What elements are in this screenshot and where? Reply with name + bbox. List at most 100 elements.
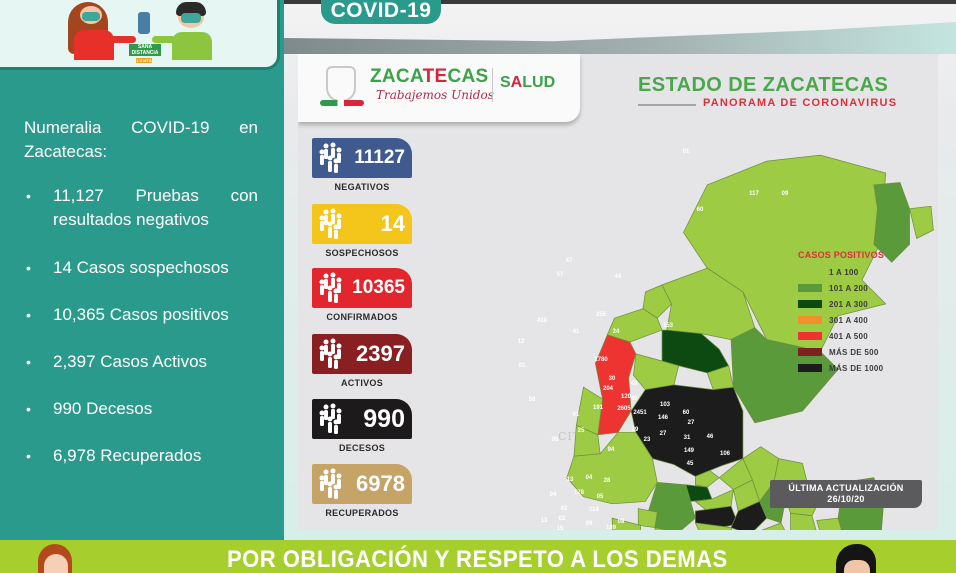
svg-text:01: 01: [519, 363, 526, 369]
numeralia-list: 11,127 Pruebas con resultados negativos …: [24, 184, 258, 468]
svg-text:15: 15: [557, 526, 564, 530]
svg-text:45: 45: [687, 461, 694, 467]
svg-text:49: 49: [631, 381, 638, 387]
municipio-27b: [761, 522, 785, 530]
poster-subtitle: PANORAMA DE CORONAVIRUS: [703, 97, 898, 109]
legend-swatch: [798, 348, 822, 356]
logo-part: S: [500, 74, 511, 91]
list-item: 14 Casos sospechosos: [24, 256, 258, 280]
svg-text:47: 47: [566, 258, 573, 264]
girl-face: [44, 554, 68, 573]
stat-label: SOSPECHOSOS: [325, 248, 399, 258]
svg-text:410: 410: [537, 318, 548, 324]
legend-item: 401 A 500: [798, 328, 918, 344]
banner-text: POR OBLIGACIÓN Y RESPETO A LOS DEMAS: [226, 546, 728, 573]
svg-text:114: 114: [589, 507, 599, 513]
stat-value: 10365: [352, 277, 405, 298]
svg-text:04: 04: [586, 475, 593, 481]
stat-box: 11127: [312, 138, 412, 178]
salud-logo: SALUD: [500, 74, 555, 92]
svg-text:12: 12: [518, 339, 525, 345]
logos-header: ZACATECAS Trabajemos Unidos SALUD: [298, 54, 580, 122]
svg-text:23: 23: [644, 437, 651, 443]
list-item: 10,365 Casos positivos: [24, 303, 258, 327]
sign-line2: DISTANCIA: [131, 50, 159, 56]
legend-item: MÁS DE 500: [798, 344, 918, 360]
flag-ribbon-icon: [320, 100, 364, 106]
municipio-117: [873, 182, 910, 263]
municipio-25: [654, 527, 669, 530]
legend-title: CASOS POSITIVOS: [798, 250, 885, 260]
legend-swatch: [798, 316, 822, 324]
svg-text:08: 08: [618, 519, 625, 525]
legend-label: 401 A 500: [829, 331, 869, 341]
svg-text:25: 25: [578, 428, 585, 434]
legend-item: 201 A 300: [798, 296, 918, 312]
legend-label: 201 A 300: [829, 299, 869, 309]
map-legend: CASOS POSITIVOS 1 A 100 101 A 200 201 A …: [798, 250, 918, 376]
svg-text:04: 04: [550, 492, 557, 498]
boy-mask-icon: [181, 13, 201, 23]
svg-text:05: 05: [597, 494, 604, 500]
svg-text:01: 01: [683, 149, 690, 155]
people-icon: [319, 468, 342, 499]
municipio-09: [909, 205, 934, 239]
logo-part: CAS: [447, 66, 489, 87]
svg-text:57: 57: [557, 272, 564, 278]
stat-value: 6978: [356, 471, 405, 496]
svg-text:191: 191: [593, 405, 604, 411]
legend-swatch: [798, 284, 822, 292]
municipio-46: [816, 517, 842, 530]
svg-text:28: 28: [604, 478, 611, 484]
update-date: 26/10/20: [827, 494, 865, 504]
last-update-badge: ÚLTIMA ACTUALIZACIÓN 26/10/20: [770, 480, 922, 508]
stat-value: 11127: [354, 147, 405, 168]
title-rule: [638, 104, 696, 106]
stat-value: 14: [380, 211, 405, 236]
legend-item: 301 A 400: [798, 312, 918, 328]
svg-text:117: 117: [749, 191, 759, 197]
svg-text:30: 30: [609, 376, 616, 382]
svg-text:02: 02: [559, 516, 566, 522]
legend-label: 101 A 200: [829, 283, 869, 293]
svg-text:2451: 2451: [633, 410, 647, 416]
legend-label: MÁS DE 1000: [829, 363, 884, 373]
stat-confirmados: 10365 CONFIRMADOS: [312, 268, 412, 322]
stat-box: 6978: [312, 464, 412, 504]
distance-tag: 1.5 MTS: [136, 58, 152, 63]
logo-part: A: [510, 74, 523, 91]
svg-text:2605: 2605: [617, 406, 631, 412]
people-icon: [319, 142, 342, 173]
people-icon: [319, 403, 342, 434]
logo-divider: [492, 68, 493, 102]
gel-bottle-icon: [138, 12, 150, 34]
stat-value: 2397: [356, 341, 405, 366]
legend-item: MÁS DE 1000: [798, 360, 918, 376]
girl-mask-icon: [82, 12, 100, 21]
stat-negativos: 11127 NEGATIVOS: [312, 138, 412, 192]
stat-label: NEGATIVOS: [334, 182, 390, 192]
infographic-poster: ZACATECAS Trabajemos Unidos SALUD ESTADO…: [298, 54, 938, 530]
svg-text:24: 24: [613, 329, 620, 335]
svg-text:49: 49: [631, 396, 638, 402]
svg-text:58: 58: [529, 397, 536, 403]
boy-body: [172, 32, 212, 60]
poster-title: ESTADO DE ZACATECAS: [638, 74, 889, 96]
stat-box: 990: [312, 399, 412, 439]
stat-value: 990: [363, 405, 405, 433]
stat-sospechosos: 14 SOSPECHOSOS: [312, 204, 412, 258]
stat-decesos: 990 DECESOS: [312, 399, 412, 453]
svg-text:60: 60: [683, 410, 690, 416]
list-item: 11,127 Pruebas con resultados negativos: [24, 184, 258, 232]
boy-arm: [152, 36, 176, 43]
stat-box: 10365: [312, 268, 412, 308]
svg-text:46: 46: [707, 434, 714, 440]
municipio-30: [694, 470, 720, 488]
boy-hair: [176, 2, 206, 16]
logo-part: TE: [422, 66, 448, 87]
list-item: 6,978 Recuperados: [24, 444, 258, 468]
svg-text:41: 41: [573, 329, 580, 335]
municipio-31: [790, 512, 817, 530]
svg-text:255: 255: [596, 312, 607, 318]
